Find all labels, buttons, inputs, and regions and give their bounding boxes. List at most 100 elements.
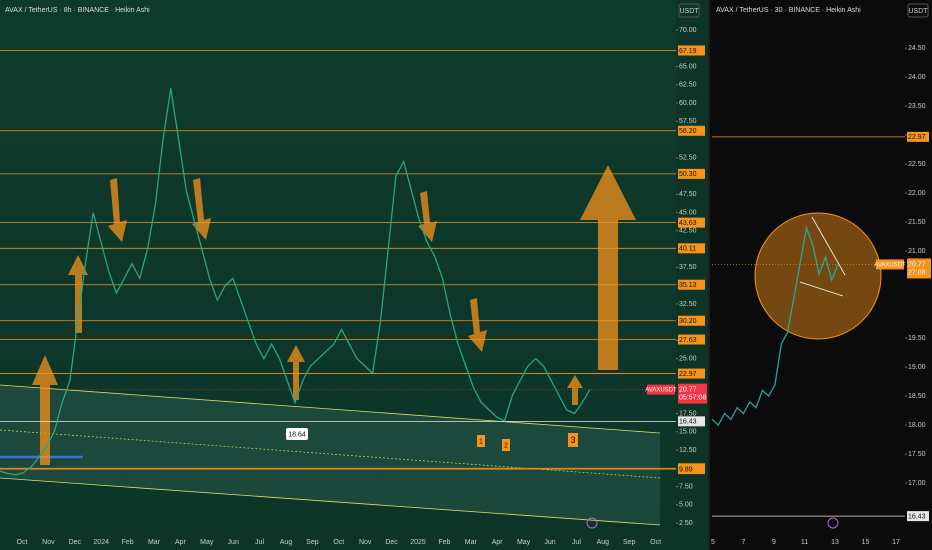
y-tick-label: 17.50 <box>679 410 697 417</box>
x-tick-label: Oct <box>650 539 661 546</box>
x-tick-label: Jul <box>255 539 264 546</box>
y-tick-label: 42.50 <box>679 228 697 235</box>
y-tick-label: 17.50 <box>908 451 926 458</box>
symbol-box <box>876 259 904 270</box>
level-label: 56.20 <box>679 128 697 135</box>
x-tick-label: Dec <box>385 539 398 546</box>
y-tick-label: 2.50 <box>679 520 693 527</box>
arrows <box>32 165 636 465</box>
level-label: 22.97 <box>908 134 926 141</box>
currency-box <box>678 3 700 18</box>
annotation: 18.64 <box>288 431 306 438</box>
x-tick-label: 17 <box>892 539 900 546</box>
highlight-circle <box>754 212 882 340</box>
y-tick-label: 70.00 <box>679 27 697 34</box>
y-tick-label: 62.50 <box>679 82 697 89</box>
x-tick-label: 2025 <box>410 539 426 546</box>
x-tick-label: Apr <box>492 539 504 546</box>
arrow-down <box>108 178 127 242</box>
y-tick-label: 45.00 <box>679 209 697 216</box>
event-icon <box>586 517 598 529</box>
y-tick-label: 5.00 <box>679 502 693 509</box>
x-tick-label: Mar <box>465 539 478 546</box>
x-tick-label: 7 <box>742 539 746 546</box>
arrow-down <box>192 178 211 240</box>
x-tick-label: 5 <box>711 539 715 546</box>
symbol: AVAXUSDT <box>874 263 906 269</box>
level-box <box>678 243 705 254</box>
currency-box <box>907 3 929 18</box>
level-label: 16.43 <box>679 419 697 426</box>
level-label: 67.19 <box>679 48 697 55</box>
y-tick-label: 12.50 <box>679 447 697 454</box>
arrow-up <box>68 255 88 333</box>
price-box <box>907 258 931 279</box>
level-box <box>678 125 705 136</box>
annotation: 3 <box>570 435 575 445</box>
currency: USDT <box>908 8 928 15</box>
x-tick-label: 2024 <box>93 539 109 546</box>
right-background <box>710 0 932 550</box>
x-tick-label: Aug <box>280 539 293 546</box>
price-label: 20.77 <box>679 386 697 393</box>
y-tick-label: 25.00 <box>679 356 697 363</box>
y-tick-label: 60.00 <box>679 100 697 107</box>
annotation-box <box>568 433 578 447</box>
channel-top <box>0 384 661 434</box>
currency: USDT <box>679 8 699 15</box>
level-box <box>907 131 929 142</box>
annotation-box <box>502 439 510 451</box>
x-tick-label: 11 <box>801 539 808 546</box>
x-tick-label: Oct <box>333 539 344 546</box>
divider <box>708 0 710 550</box>
level-label: 43.63 <box>679 220 697 227</box>
level-label: 27.63 <box>679 337 697 344</box>
y-tick-label: 15.00 <box>679 429 697 436</box>
y-tick-label: 24.50 <box>908 45 926 52</box>
level-label: 30.20 <box>679 318 697 325</box>
x-tick-label: Nov <box>359 539 372 546</box>
x-tick-label: Dec <box>69 539 82 546</box>
x-tick-label: 13 <box>831 539 839 546</box>
level-box <box>907 511 929 522</box>
x-tick-label: Sep <box>623 539 636 546</box>
x-tick-label: Aug <box>597 539 610 546</box>
arrow-up <box>567 375 583 405</box>
annotation-box <box>286 428 308 440</box>
y-tick-label: 21.50 <box>908 219 926 226</box>
x-tick-label: Feb <box>438 539 450 546</box>
price-label: 20.77 <box>908 261 926 268</box>
annotation: 1 <box>479 438 483 445</box>
triangle-line <box>811 216 846 276</box>
symbol-box <box>647 384 675 395</box>
y-tick-label: 19.00 <box>908 364 926 371</box>
level-box <box>678 416 705 427</box>
y-tick-label: 47.50 <box>679 191 697 198</box>
symbol: AVAXUSDT <box>645 388 677 394</box>
level-box <box>678 368 705 379</box>
level-box <box>678 315 705 326</box>
x-tick-label: 9 <box>772 539 776 546</box>
level-box <box>678 168 705 179</box>
y-tick-label: 18.00 <box>908 422 926 429</box>
level-box <box>678 464 705 475</box>
event-icon <box>827 517 839 529</box>
y-tick-label: 22.00 <box>908 190 926 197</box>
level-box <box>678 334 705 345</box>
x-tick-label: May <box>517 539 531 546</box>
price-box <box>678 383 707 404</box>
y-tick-label: 22.50 <box>908 161 926 168</box>
x-tick-label: Jul <box>572 539 581 546</box>
triangle-line <box>799 281 844 297</box>
level-box <box>678 279 705 290</box>
level-label: 16.43 <box>908 513 926 520</box>
annotation-box <box>477 435 485 447</box>
y-tick-label: 57.50 <box>679 118 697 125</box>
level-box <box>678 45 705 56</box>
arrow-up <box>287 345 305 400</box>
price-line <box>0 88 591 476</box>
x-tick-label: Oct <box>17 539 28 546</box>
x-tick-label: Jun <box>544 539 555 546</box>
